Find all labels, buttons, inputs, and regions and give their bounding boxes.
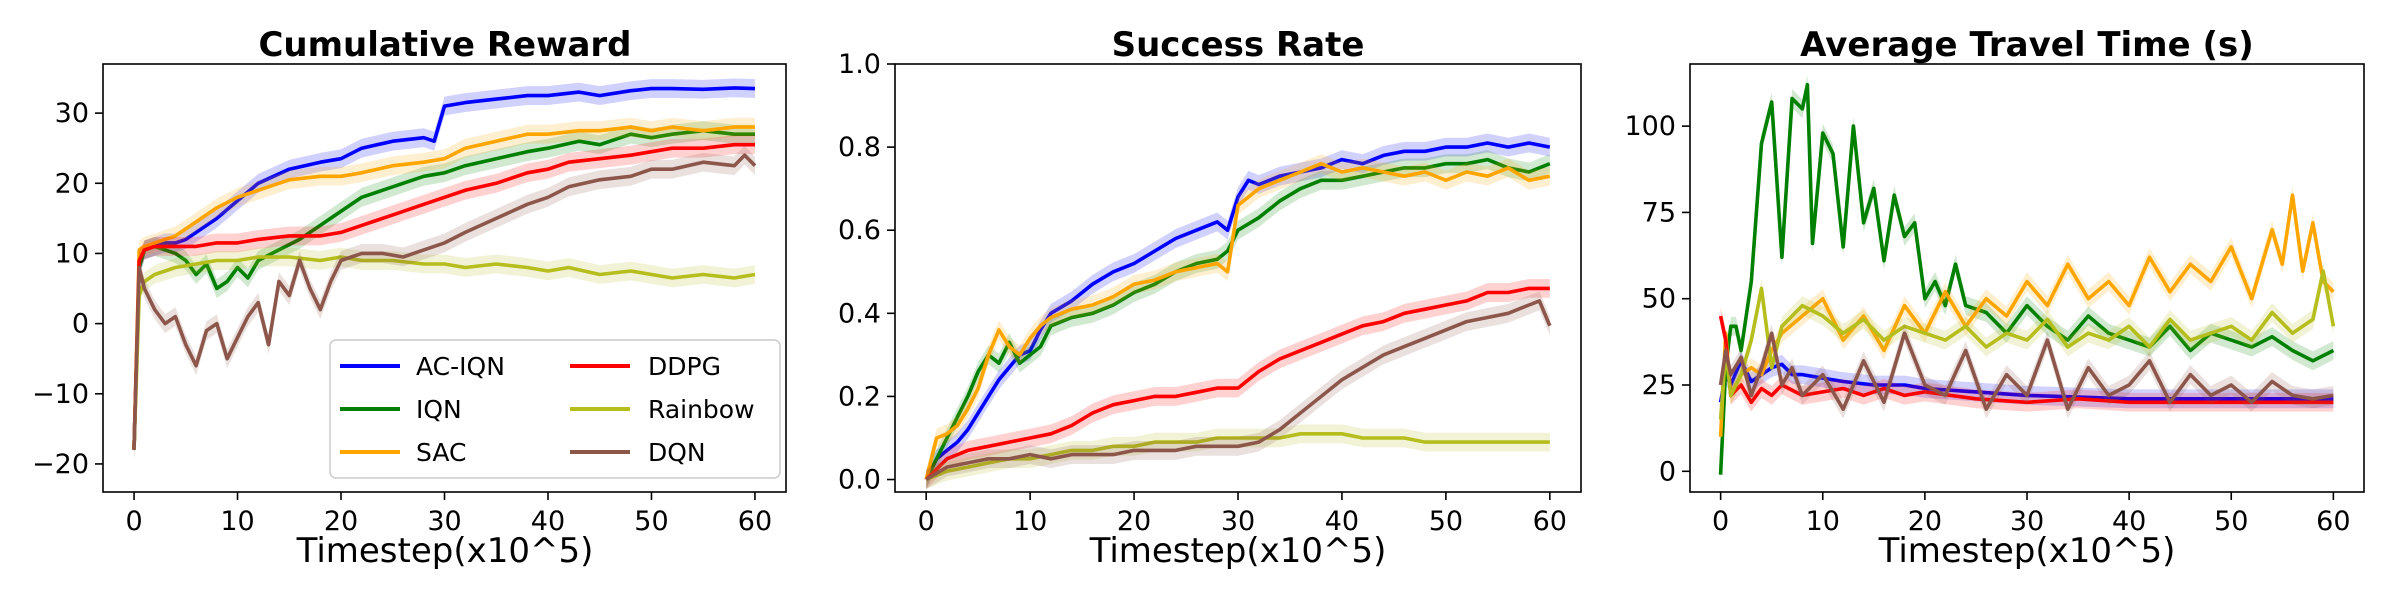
- x-axis-label: Timestep(x10^5): [1089, 531, 1387, 571]
- series-band-dqn: [926, 291, 1550, 489]
- series-band-rainbow: [926, 424, 1550, 489]
- y-tick-label: −10: [32, 379, 89, 410]
- x-axis-label: Timestep(x10^5): [1878, 531, 2176, 571]
- series-band-ddpg: [134, 135, 755, 460]
- x-tick-label: 60: [1533, 506, 1567, 537]
- plot-area-success-rate: 0 10 20 30 40 50 60 0.0 0.2 0.4 0.6 0.8 1.0: [838, 49, 1582, 537]
- series-line-ac-iqn: [132, 86, 756, 450]
- plot-area-average-travel-time: 0 10 20 30 40 50 60 0 25 50 75 100: [1624, 63, 2365, 537]
- series-line-dqn: [1718, 331, 2334, 412]
- x-tick-label: 20: [324, 506, 358, 537]
- series-band-ac-iqn: [134, 78, 755, 460]
- series-line-iqn: [1718, 82, 2335, 475]
- y-tick-label: 10: [55, 238, 89, 269]
- legend-label-iqn: IQN: [416, 395, 462, 424]
- x-tick-label: 10: [220, 506, 254, 537]
- y-tick-label: −20: [32, 449, 89, 480]
- y-tick-label: 0: [1659, 456, 1676, 487]
- x-tick-label: 50: [2214, 506, 2248, 537]
- series-line-rainbow: [1718, 269, 2336, 420]
- series-line-ddpg: [924, 286, 1550, 481]
- legend-label-sac: SAC: [416, 438, 466, 467]
- series-line-dqn: [132, 153, 757, 450]
- chart-title: Success Rate: [1112, 25, 1365, 65]
- panel-success-rate: 0 10 20 30 40 50 60 0.0 0.2 0.4 0.6 0.8 1.0 Success …: [838, 25, 1582, 571]
- legend-label-ddpg: DDPG: [648, 352, 721, 381]
- panel-average-travel-time: 0 10 20 30 40 50 60 0 25 50 75 100 Average Travel T…: [1624, 25, 2365, 571]
- legend: AC-IQN IQN SAC DDPG Rainbow DQN: [329, 339, 781, 479]
- x-tick-label: 10: [1013, 506, 1047, 537]
- y-tick-label: 0.4: [838, 298, 881, 329]
- x-tick-label: 0: [918, 506, 935, 537]
- series-line-sac: [132, 125, 755, 450]
- x-tick-label: 0: [125, 506, 142, 537]
- series-line-sac: [924, 161, 1551, 480]
- series-line-rainbow: [132, 255, 756, 450]
- x-tick-label: 30: [2010, 506, 2044, 537]
- y-tick-label: 75: [1642, 197, 1676, 228]
- series-line-ac-iqn: [924, 141, 1551, 481]
- x-tick-label: 30: [427, 506, 461, 537]
- series-line-dqn: [925, 299, 1552, 482]
- series-line-ddpg: [1718, 315, 2334, 405]
- legend-label-rainbow: Rainbow: [648, 395, 755, 424]
- legend-label-dqn: DQN: [648, 438, 706, 467]
- x-tick-label: 40: [2112, 506, 2146, 537]
- x-tick-label: 60: [2316, 506, 2350, 537]
- x-tick-label: 40: [1325, 506, 1359, 537]
- legend-label-ac-iqn: AC-IQN: [416, 352, 505, 381]
- series-band-sac: [926, 154, 1550, 489]
- y-tick-label: 1.0: [838, 49, 881, 80]
- panel-cumulative-reward: 0 10 20 30 40 50 60 −20 −10 0 10 20 30 Cumulative Re…: [32, 25, 787, 571]
- x-tick-label: 20: [1117, 506, 1151, 537]
- y-tick-label: 50: [1642, 284, 1676, 315]
- x-tick-label: 0: [1712, 506, 1729, 537]
- series-band-rainbow: [134, 247, 755, 460]
- legend-box: [329, 339, 781, 479]
- y-tick-label: 0.6: [838, 215, 881, 246]
- y-tick-label: 25: [1642, 370, 1676, 401]
- plot-area-cumulative-reward: 0 10 20 30 40 50 60 −20 −10 0 10 20 30: [32, 63, 787, 537]
- series-band-ac-iqn: [1720, 351, 2334, 412]
- chart-title: Cumulative Reward: [258, 25, 631, 65]
- series-band-dqn: [1720, 323, 2334, 419]
- chart-title: Average Travel Time (s): [1800, 25, 2254, 65]
- x-tick-label: 40: [531, 506, 565, 537]
- x-tick-label: 60: [738, 506, 772, 537]
- x-tick-label: 20: [1908, 506, 1942, 537]
- y-tick-label: 20: [55, 168, 89, 199]
- axes-frame: [894, 63, 1582, 493]
- series-line-ac-iqn: [1718, 358, 2334, 403]
- y-tick-label: 0.0: [838, 465, 881, 496]
- y-tick-label: 100: [1624, 111, 1676, 142]
- series-line-rainbow: [925, 431, 1550, 482]
- x-tick-label: 30: [1221, 506, 1255, 537]
- x-tick-label: 50: [634, 506, 668, 537]
- x-tick-label: 10: [1806, 506, 1840, 537]
- series-line-ddpg: [132, 142, 755, 450]
- y-tick-label: 30: [55, 98, 89, 129]
- y-tick-label: 0.8: [838, 132, 881, 163]
- x-tick-label: 50: [1429, 506, 1463, 537]
- series-band-ddpg: [926, 278, 1550, 489]
- x-axis-label: Timestep(x10^5): [296, 531, 594, 571]
- series-line-iqn: [132, 128, 755, 450]
- y-tick-label: 0: [72, 309, 89, 340]
- series-line-iqn: [924, 157, 1551, 481]
- series-band-rainbow: [1720, 261, 2334, 429]
- y-tick-label: 0.2: [838, 381, 881, 412]
